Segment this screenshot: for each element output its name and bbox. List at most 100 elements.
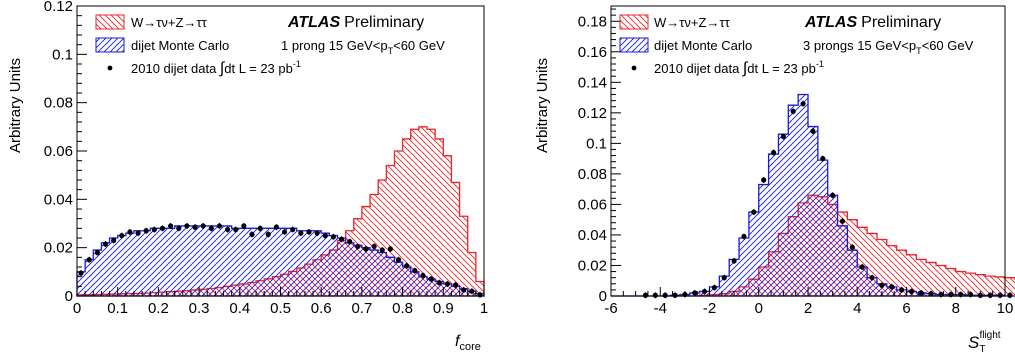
- y-tick-label: 0: [65, 288, 73, 305]
- data-point: [770, 149, 777, 156]
- x-tick-label: 10: [997, 300, 1014, 317]
- integral-sign: ∫: [742, 60, 749, 77]
- data-point: [371, 243, 377, 250]
- selection-label: 1 prong 15 GeV<pT<60 GeV: [281, 38, 445, 56]
- x-tick-label: -2: [703, 300, 716, 317]
- y-tick-label: 0.06: [578, 196, 607, 213]
- legend: W→τν+Z→ττ dijet Monte Carlo 2010 dijet d…: [95, 14, 301, 77]
- data-point: [176, 225, 182, 231]
- data-point: [233, 226, 239, 233]
- y-tick-label: 0.02: [578, 257, 607, 274]
- data-point: [102, 241, 109, 247]
- data-point: [452, 282, 459, 288]
- legend-data-text: 2010 dijet data: [654, 61, 743, 76]
- selection-pre: 3 prongs 15 GeV<p: [803, 38, 916, 53]
- data-point: [731, 258, 737, 264]
- data-point: [347, 239, 353, 245]
- y-tick-label: 0.12: [44, 0, 73, 15]
- y-tick-label: 0.08: [578, 166, 607, 183]
- data-point: [216, 223, 223, 229]
- preliminary-text: Preliminary: [344, 14, 424, 31]
- selection-label: 3 prongs 15 GeV<pT<60 GeV: [803, 38, 974, 56]
- legend-marker-data: [631, 65, 637, 71]
- atlas-label: ATLAS Preliminary: [287, 14, 424, 31]
- y-tick-label: 0.04: [44, 191, 73, 208]
- data-point: [290, 226, 296, 233]
- data-point: [119, 232, 125, 239]
- data-point: [849, 244, 855, 250]
- x-tick-label: -6: [604, 300, 617, 317]
- plot-area: [76, 126, 485, 298]
- dijet-mc-histogram: [76, 225, 485, 297]
- data-point: [721, 275, 727, 281]
- data-point: [997, 292, 1003, 298]
- plot-area: [611, 93, 1015, 299]
- data-point: [249, 231, 255, 237]
- x-tick-label: 0.5: [270, 300, 291, 317]
- x-tick-label: 2: [804, 300, 812, 317]
- data-point: [363, 246, 369, 252]
- x-axis-label-main: S: [968, 333, 980, 352]
- atlas-text: ATLAS: [287, 14, 340, 31]
- data-point: [86, 257, 92, 263]
- data-point: [711, 285, 718, 291]
- y-axis-label: Arbitrary Units: [7, 58, 24, 153]
- axes: -6 -4 -2 0 2 4 6 8 10 0 0.02 0.04 0.06 0.08 0.1 0.12 0.1…: [578, 8, 1014, 317]
- data-point: [672, 292, 678, 298]
- data-point: [387, 246, 393, 252]
- data-point: [780, 133, 786, 140]
- x-tick-label: 0.7: [351, 300, 372, 317]
- sflight-panel: Arbitrary Units -6 -4 -2 0 2 4 6 8 10 0 0.02 0.04 0.…: [534, 5, 1015, 355]
- data-point: [355, 243, 361, 250]
- y-tick-label: 0.1: [52, 46, 73, 63]
- legend-data-text: 2010 dijet data: [131, 61, 220, 76]
- data-point: [159, 225, 166, 231]
- data-point: [889, 284, 895, 290]
- data-point: [168, 223, 174, 229]
- data-point: [404, 263, 410, 269]
- legend-label-mc: dijet Monte Carlo: [654, 38, 752, 53]
- selection-post: <60 GeV: [393, 38, 445, 53]
- data-point: [143, 228, 149, 234]
- data-point: [800, 101, 806, 107]
- data-point: [918, 290, 924, 296]
- data-point: [859, 264, 865, 270]
- x-axis-label: fcore: [455, 333, 481, 353]
- data-point: [751, 209, 757, 215]
- data-point: [652, 292, 658, 298]
- data-point: [78, 270, 84, 276]
- x-tick-label: 0.6: [311, 300, 332, 317]
- legend-lumi-exponent: -1: [816, 59, 824, 69]
- data-point: [298, 230, 304, 236]
- data-point: [412, 268, 418, 274]
- y-tick-label: 0.08: [44, 95, 73, 112]
- data-point: [379, 247, 385, 253]
- data-point: [898, 287, 905, 293]
- x-tick-label: 0.2: [148, 300, 169, 317]
- x-tick-label: 0.1: [107, 300, 128, 317]
- data-point: [701, 288, 708, 295]
- y-tick-label: 0.02: [44, 240, 73, 257]
- preliminary-text: Preliminary: [861, 14, 941, 31]
- fcore-panel: Arbitrary Units 0 0.1 0.2 0.3 0.4 0.5 0.6 0.7 0.…: [7, 0, 488, 353]
- atlas-text: ATLAS: [804, 14, 857, 31]
- data-point: [477, 292, 483, 298]
- data-point: [395, 257, 402, 263]
- x-tick-label: 0.8: [392, 300, 413, 317]
- legend-label-mc: dijet Monte Carlo: [131, 38, 229, 53]
- x-tick-label: 0.9: [433, 300, 454, 317]
- x-axis-label-sub: core: [459, 341, 480, 353]
- integral-sign: ∫: [219, 60, 226, 77]
- data-point: [790, 108, 796, 114]
- x-tick-label: 6: [902, 300, 910, 317]
- y-tick-label: 0.14: [578, 74, 607, 91]
- y-axis-label: Arbitrary Units: [534, 58, 551, 153]
- y-tick-label: 0.12: [578, 105, 607, 122]
- legend-lumi-text: dt L = 23 pb: [224, 61, 293, 76]
- x-axis-label-sup: flight: [979, 330, 1000, 341]
- data-point: [642, 292, 649, 298]
- data-point: [273, 224, 280, 230]
- data-point: [111, 237, 117, 244]
- x-tick-label: -4: [654, 300, 667, 317]
- y-tick-label: 0.06: [44, 143, 73, 160]
